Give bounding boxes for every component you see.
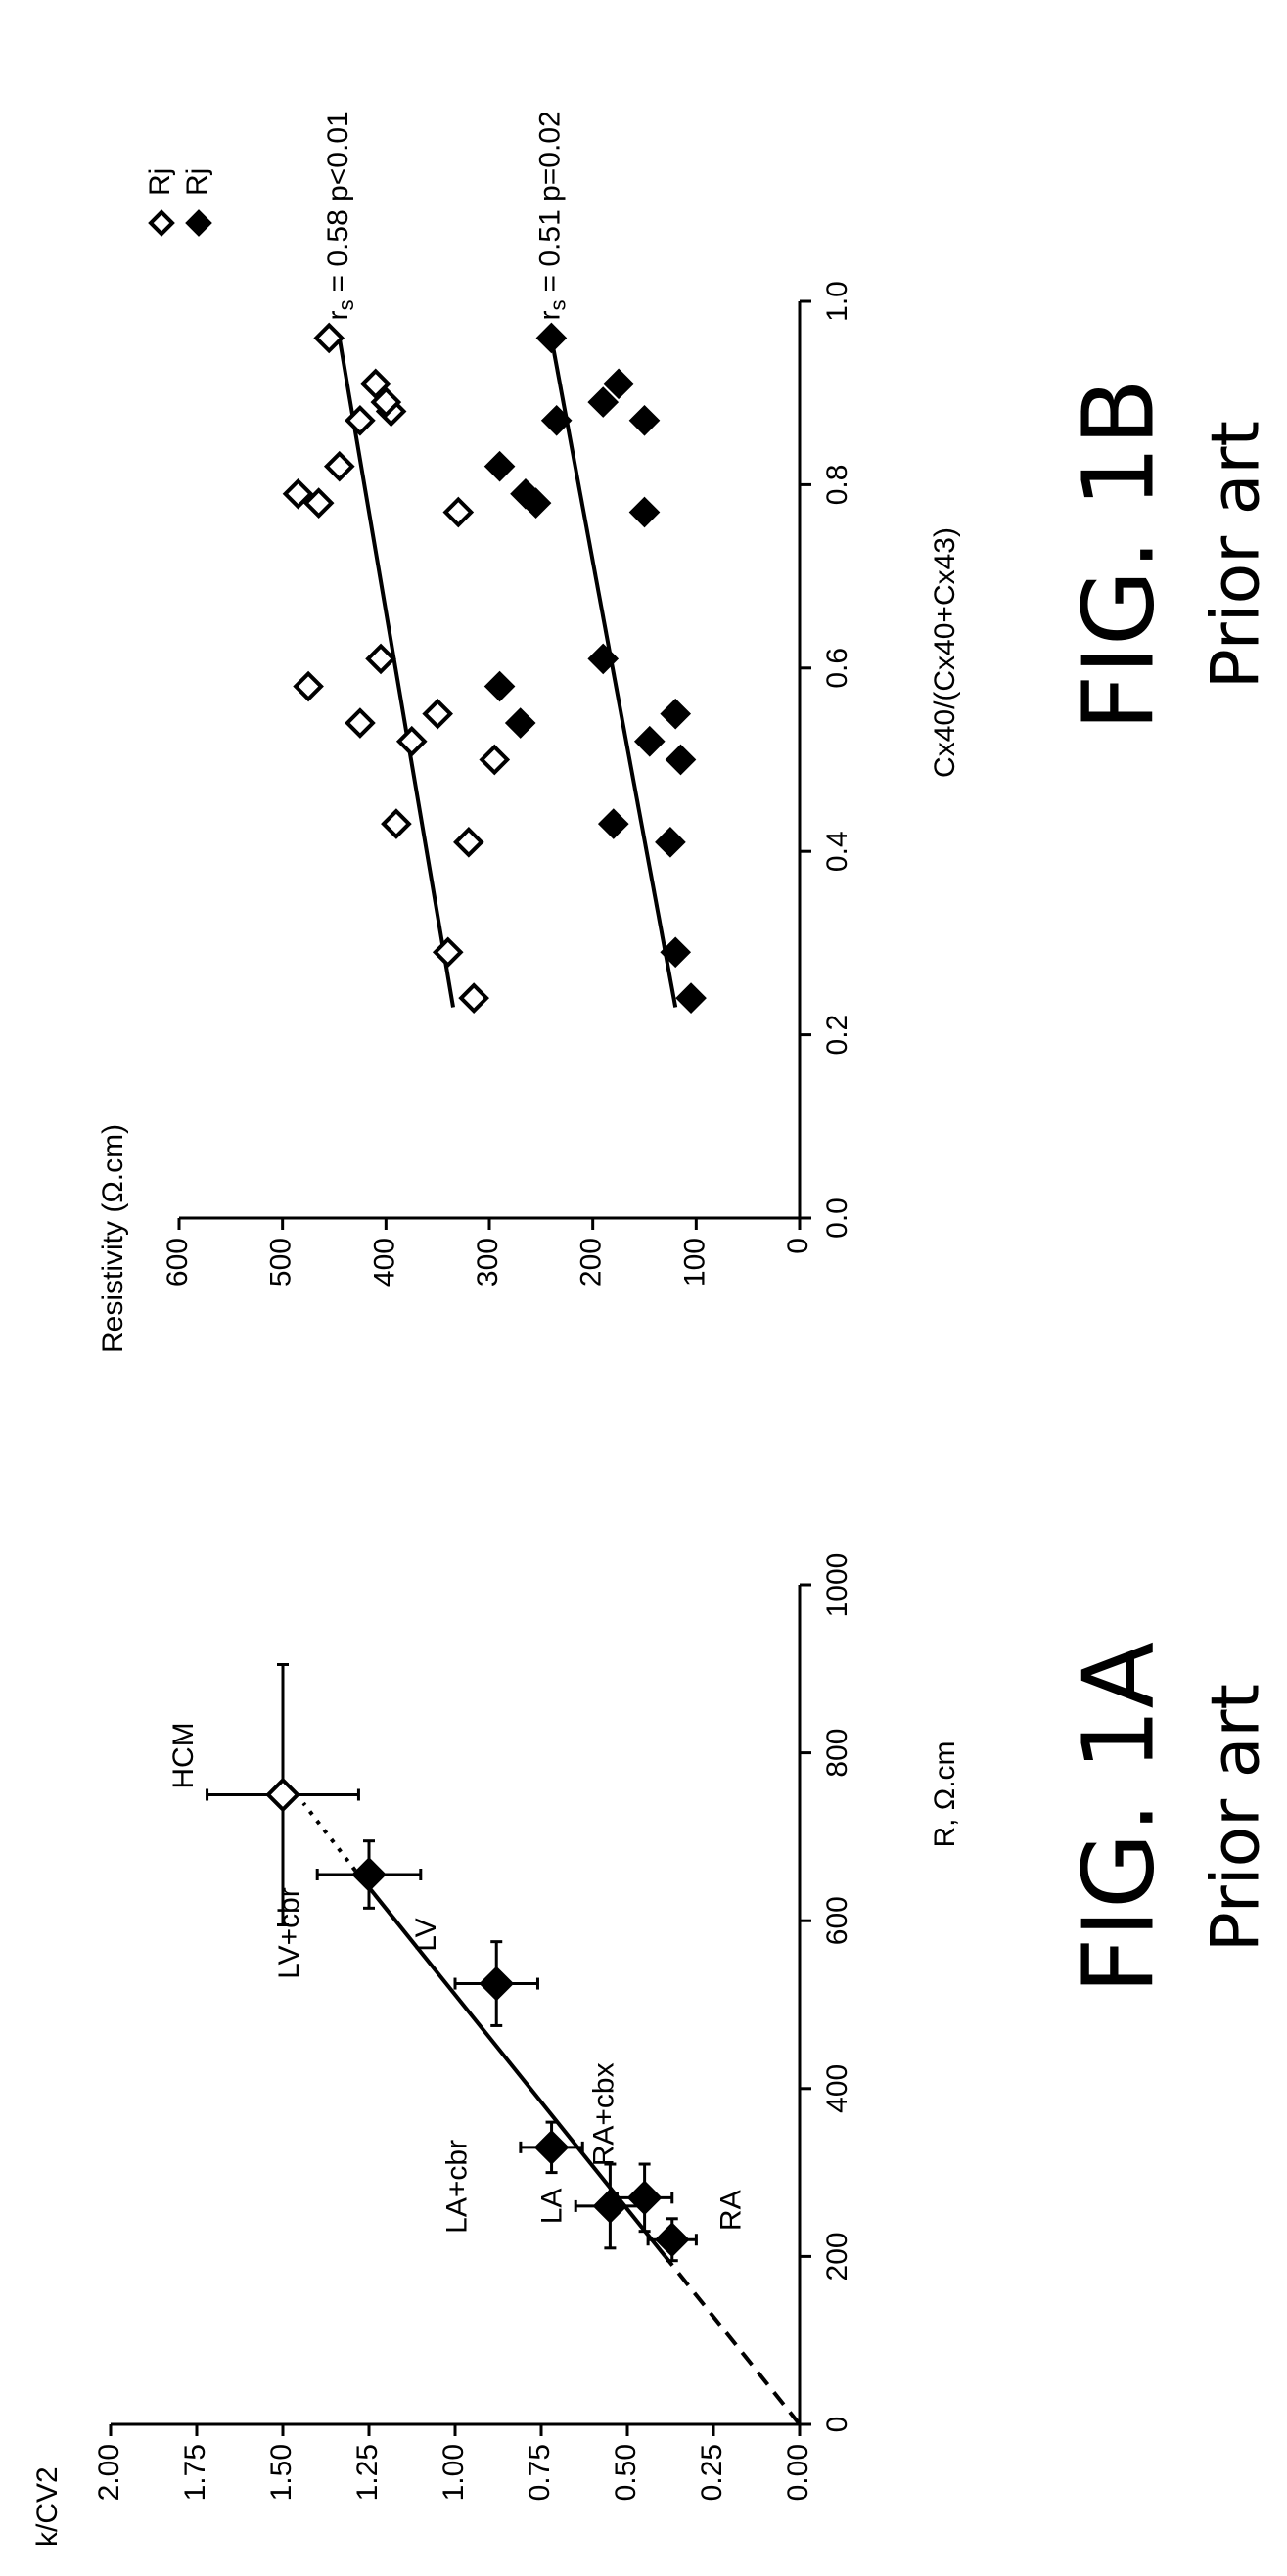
x-tick-label: 0: [821, 2417, 853, 2433]
point-label: RA+cbx: [588, 2062, 621, 2166]
x-tick-label: 200: [821, 2232, 853, 2281]
point-label: LV: [410, 1918, 442, 1951]
y-axis-label: Resistivity (Ω.cm): [97, 1124, 129, 1353]
x-axis-label: R, Ω.cm: [929, 1740, 961, 1847]
point-label: RA: [715, 2190, 748, 2231]
point-label: LV+cbr: [273, 1887, 305, 1979]
x-tick-label: 0.6: [821, 648, 853, 689]
x-tick-label: 0.8: [821, 465, 853, 506]
y-tick-label: 1.50: [265, 2444, 298, 2501]
patent-figure: 020040060080010000.000.250.500.751.001.2…: [0, 0, 1287, 2576]
point-label: LA: [535, 2189, 568, 2225]
figure-label: FIG. 1B: [1061, 379, 1175, 731]
y-tick-label: 0.75: [524, 2444, 556, 2501]
y-tick-label: 300: [472, 1238, 504, 1287]
annotation-symbol: r: [533, 310, 566, 320]
y-tick-label: 1.75: [179, 2444, 211, 2501]
fit-annotation: rs = 0.58 p<0.01: [322, 111, 358, 320]
x-tick-label: 0.2: [821, 1015, 853, 1056]
y-tick-label: 1.25: [351, 2444, 384, 2501]
y-tick-label: 0: [782, 1238, 814, 1254]
x-tick-label: 0.0: [821, 1198, 853, 1239]
legend-label: Rj: [144, 168, 176, 196]
y-tick-label: 100: [678, 1238, 711, 1287]
y-tick-label: 1.00: [437, 2444, 470, 2501]
figure-caption: Prior art: [1198, 421, 1275, 689]
figure-caption: Prior art: [1198, 1684, 1275, 1952]
x-tick-label: 1000: [821, 1553, 853, 1618]
y-tick-label: 0.25: [696, 2444, 728, 2501]
fit-annotation: rs = 0.51 p=0.02: [533, 111, 570, 320]
point-label: HCM: [167, 1722, 200, 1788]
y-tick-label: 600: [161, 1238, 194, 1287]
annotation-text: = 0.51 p=0.02: [533, 111, 566, 292]
annotation-symbol: r: [322, 310, 354, 320]
legend-label: Rj: [181, 168, 213, 196]
x-tick-label: 1.0: [821, 281, 853, 322]
point-label: LA+cbr: [440, 2140, 473, 2234]
x-tick-label: 400: [821, 2064, 853, 2113]
figure-label: FIG. 1A: [1061, 1642, 1175, 1994]
x-axis-label: Cx40/(Cx40+Cx43): [929, 527, 961, 778]
y-tick-label: 0.00: [782, 2444, 814, 2501]
x-tick-label: 600: [821, 1896, 853, 1945]
annotation-text: = 0.58 p<0.01: [322, 111, 354, 292]
y-axis-label: k/CV2: [31, 2466, 64, 2547]
y-tick-label: 0.50: [610, 2444, 642, 2501]
annotation-subscript: s: [545, 299, 570, 310]
x-tick-label: 800: [821, 1729, 853, 1778]
x-tick-label: 0.4: [821, 831, 853, 872]
y-tick-label: 500: [265, 1238, 298, 1287]
y-tick-label: 2.00: [93, 2444, 125, 2501]
annotation-subscript: s: [334, 299, 358, 310]
y-tick-label: 400: [368, 1238, 400, 1287]
y-tick-label: 200: [575, 1238, 608, 1287]
